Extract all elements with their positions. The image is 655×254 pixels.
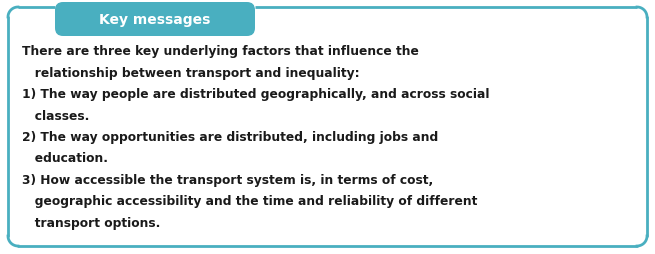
FancyBboxPatch shape [55,3,255,37]
Text: There are three key underlying factors that influence the: There are three key underlying factors t… [22,45,419,58]
Text: education.: education. [22,152,108,165]
Text: 1) The way people are distributed geographically, and across social: 1) The way people are distributed geogra… [22,88,489,101]
Text: Key messages: Key messages [100,13,211,27]
Text: 3) How accessible the transport system is, in terms of cost,: 3) How accessible the transport system i… [22,173,433,186]
Text: 2) The way opportunities are distributed, including jobs and: 2) The way opportunities are distributed… [22,131,438,144]
Bar [58,6,252,11]
Text: classes.: classes. [22,109,89,122]
Text: transport options.: transport options. [22,216,160,229]
Text: geographic accessibility and the time and reliability of different: geographic accessibility and the time an… [22,195,477,208]
Text: relationship between transport and inequality:: relationship between transport and inequ… [22,66,360,79]
